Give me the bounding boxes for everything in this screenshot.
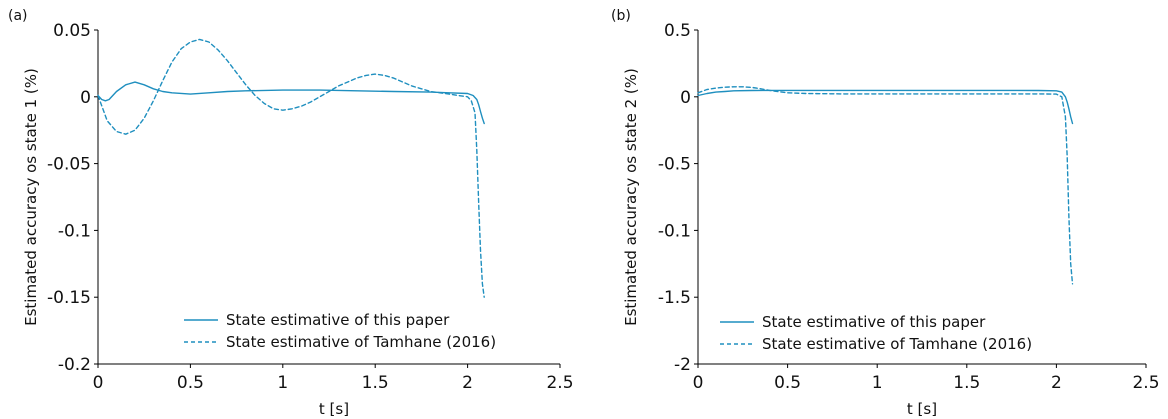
- y-tick-label: 0: [80, 88, 91, 108]
- panel-a: (a) 0 0.5 1 1.5 2 2.50.050-0.05-0.1-0.15-0.2 …: [8, 8, 574, 418]
- series-line-tamhane: [97, 38, 485, 298]
- x-tick-label: 0.5: [177, 373, 204, 393]
- panel-a-ylabel: Estimated accuracy os state 1 (%): [22, 68, 40, 326]
- panel-a-axes: [97, 30, 560, 365]
- x-tick-label: 2: [1051, 373, 1062, 393]
- panel-a-legend-series-2: State estimative of Tamhane (2016): [226, 333, 496, 351]
- x-tick-label: 2.5: [546, 373, 573, 393]
- x-tick-label: 1.5: [362, 373, 389, 393]
- y-tick-label: -0.15: [47, 288, 91, 308]
- series-line-tamhane: [697, 86, 1074, 285]
- panel-a-legend-series-1: State estimative of this paper: [226, 311, 450, 329]
- x-tick-label: 1: [277, 373, 288, 393]
- panel-b-lines: [697, 86, 1074, 285]
- panel-b-xlabel: t [s]: [907, 400, 937, 418]
- y-tick-label: 0.05: [53, 21, 91, 41]
- y-tick-label: 0.5: [664, 21, 691, 41]
- panel-b-label: (b): [611, 8, 631, 24]
- panel-a-label: (a): [8, 8, 28, 24]
- panel-a-ticks: 0 0.5 1 1.5 2 2.5 0.05 0 -0.05 -0.1 -0.15 -0.2: [47, 21, 574, 393]
- panel-b-legend: State estimative of this paper State est…: [720, 313, 1032, 353]
- panel-a-xlabel: t [s]: [319, 400, 349, 418]
- x-tick-label: 1: [872, 373, 883, 393]
- x-tick-label: 0: [93, 373, 104, 393]
- panel-a-legend: State estimative of this paper State est…: [184, 311, 496, 351]
- x-tick-label: 0: [693, 373, 704, 393]
- panel-b-axes: [697, 30, 1146, 365]
- series-line-this-paper: [97, 81, 485, 125]
- x-tick-label: 0.5: [774, 373, 801, 393]
- x-tick-label: 2: [462, 373, 473, 393]
- y-tick-label: -0.05: [47, 155, 91, 175]
- series-line-this-paper: [697, 89, 1074, 125]
- panel-a-lines: [97, 38, 485, 298]
- y-tick-label: -1.5: [658, 288, 691, 308]
- y-tick-label: 0: [680, 88, 691, 108]
- y-tick-label: -2: [674, 355, 691, 375]
- x-tick-label: 1.5: [953, 373, 980, 393]
- y-tick-label: -0.2: [58, 355, 91, 375]
- y-tick-label: -0.1: [58, 221, 91, 241]
- panel-b: (b) 0 0.5 1 1.5 2 2.5 0.5 0 -0.5 -0.1 -1.5 -2 t [s]…: [611, 8, 1160, 418]
- panel-b-legend-series-1: State estimative of this paper: [762, 313, 986, 331]
- panel-b-legend-series-2: State estimative of Tamhane (2016): [762, 335, 1032, 353]
- panel-b-ylabel: Estimated accuracy os state 2 (%): [622, 68, 640, 326]
- y-tick-label: -0.5: [658, 155, 691, 175]
- panel-b-ticks: 0 0.5 1 1.5 2 2.5 0.5 0 -0.5 -0.1 -1.5 -2: [658, 21, 1160, 393]
- x-tick-label: 2.5: [1132, 373, 1159, 393]
- y-tick-label: -0.1: [658, 221, 691, 241]
